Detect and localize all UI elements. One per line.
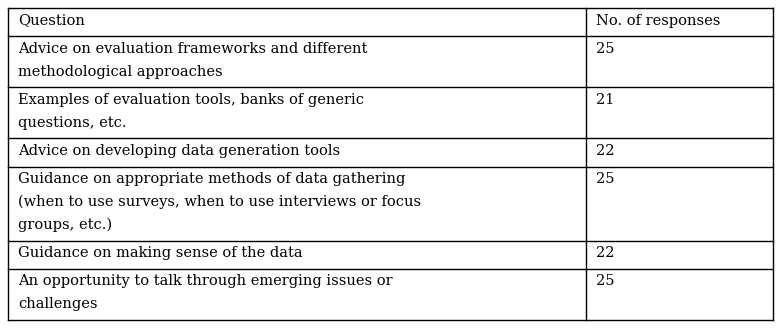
Text: Advice on developing data generation tools: Advice on developing data generation too… — [18, 144, 340, 158]
Text: 22: 22 — [596, 144, 614, 158]
Text: Guidance on appropriate methods of data gathering: Guidance on appropriate methods of data … — [18, 172, 405, 186]
Text: 21: 21 — [596, 93, 614, 107]
Text: (when to use surveys, when to use interviews or focus: (when to use surveys, when to use interv… — [18, 195, 421, 210]
Text: 22: 22 — [596, 246, 614, 260]
Text: 25: 25 — [596, 274, 614, 288]
Text: 25: 25 — [596, 172, 614, 186]
Text: Question: Question — [18, 13, 85, 28]
Text: An opportunity to talk through emerging issues or: An opportunity to talk through emerging … — [18, 274, 393, 288]
Text: groups, etc.): groups, etc.) — [18, 218, 112, 233]
Text: challenges: challenges — [18, 297, 98, 311]
Text: Guidance on making sense of the data: Guidance on making sense of the data — [18, 246, 302, 260]
Text: No. of responses: No. of responses — [596, 13, 720, 28]
Text: 25: 25 — [596, 42, 614, 56]
Text: questions, etc.: questions, etc. — [18, 116, 127, 130]
Text: Advice on evaluation frameworks and different: Advice on evaluation frameworks and diff… — [18, 42, 367, 56]
Text: Examples of evaluation tools, banks of generic: Examples of evaluation tools, banks of g… — [18, 93, 364, 107]
Text: methodological approaches: methodological approaches — [18, 65, 223, 79]
